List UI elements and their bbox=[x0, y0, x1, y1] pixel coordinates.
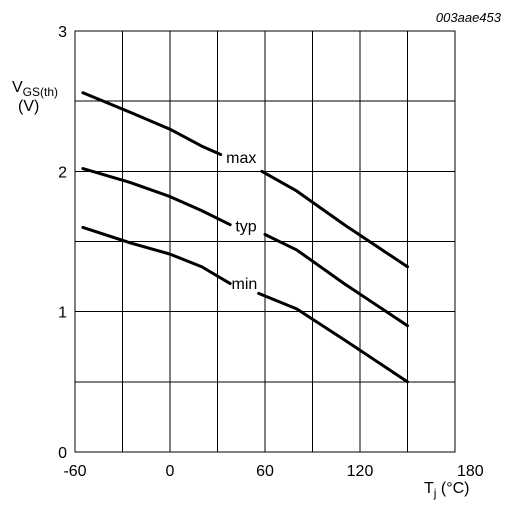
series-min-segment-0 bbox=[81, 225, 232, 286]
x-tick-labels: -60 0 60 120 180 bbox=[63, 463, 483, 480]
y-tick-label-1: 1 bbox=[58, 305, 67, 322]
x-tick-label-2: 60 bbox=[256, 463, 274, 480]
x-tick-label-0: -60 bbox=[63, 463, 86, 480]
plot-frame bbox=[74, 30, 456, 453]
chart-code: 003aae453 bbox=[436, 10, 502, 25]
series-labels: max typ min bbox=[226, 150, 257, 293]
series-max-segment-1 bbox=[260, 169, 409, 269]
y-axis-subscript: GS(th) bbox=[23, 85, 58, 99]
y-tick-label-2: 2 bbox=[58, 164, 67, 181]
x-axis-subscript: j bbox=[433, 486, 437, 500]
series-typ-segment-0 bbox=[81, 167, 232, 227]
y-tick-label-0: 0 bbox=[58, 445, 67, 462]
series-label-typ: typ bbox=[235, 219, 256, 236]
series-label-max: max bbox=[226, 150, 256, 167]
series-lines bbox=[81, 91, 409, 384]
y-axis-label: VGS(th) bbox=[12, 79, 58, 99]
x-axis-unit: (°C) bbox=[436, 480, 469, 497]
y-tick-label-3: 3 bbox=[58, 24, 67, 41]
x-axis-label: Tj (°C) bbox=[424, 480, 470, 500]
y-tick-labels: 0 1 2 3 bbox=[58, 24, 67, 462]
series-min-segment-1 bbox=[257, 291, 409, 384]
series-label-min: min bbox=[232, 276, 258, 293]
x-tick-label-1: 0 bbox=[166, 463, 175, 480]
series-typ-segment-1 bbox=[263, 232, 409, 328]
x-tick-label-4: 180 bbox=[457, 463, 484, 480]
y-axis-unit: (V) bbox=[18, 98, 39, 115]
gridlines bbox=[74, 30, 456, 453]
series-max-segment-0 bbox=[81, 91, 223, 156]
x-tick-label-3: 120 bbox=[347, 463, 374, 480]
